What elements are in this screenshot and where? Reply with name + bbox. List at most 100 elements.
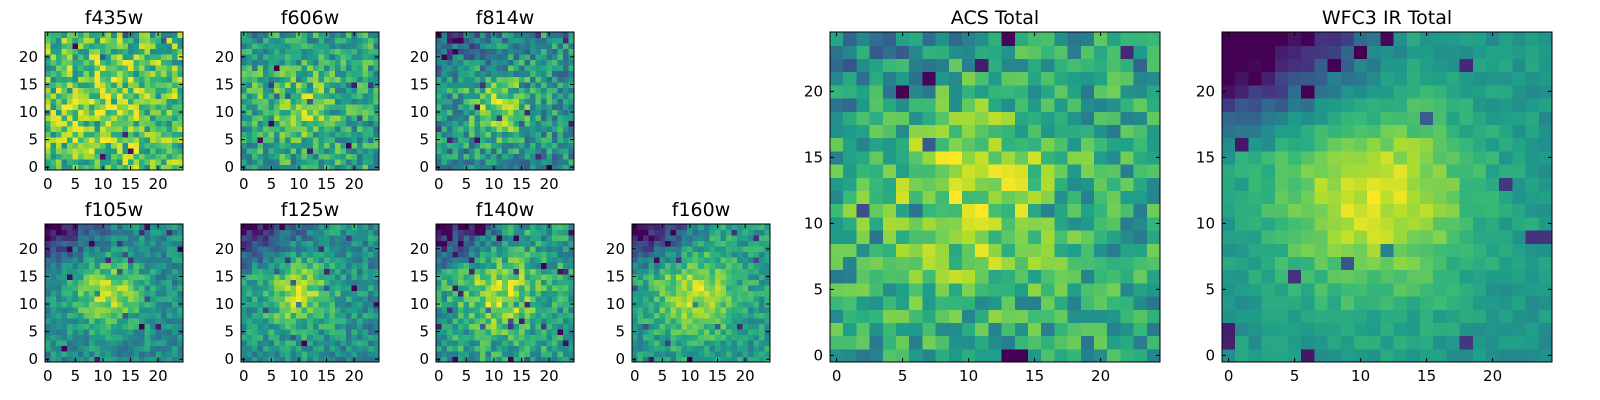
heatmap-cell xyxy=(843,216,857,231)
heatmap-cell xyxy=(307,279,314,286)
heatmap-cell xyxy=(301,87,308,94)
heatmap-cell xyxy=(731,257,738,264)
heatmap-cell xyxy=(1107,335,1121,350)
heatmap-cell xyxy=(279,70,286,77)
heatmap-cell xyxy=(502,251,509,258)
heatmap-cell xyxy=(89,328,96,335)
heatmap-cell xyxy=(133,257,140,264)
heatmap-cell xyxy=(78,334,85,341)
heatmap-cell xyxy=(513,76,520,83)
heatmap-cell xyxy=(962,309,976,323)
heatmap-cell xyxy=(285,70,292,77)
heatmap-cell xyxy=(116,158,123,166)
x-tick-label: 15 xyxy=(512,175,531,193)
heatmap-cell xyxy=(127,323,134,330)
heatmap-cell xyxy=(252,125,259,132)
heatmap-cell xyxy=(540,125,547,132)
heatmap-cell xyxy=(557,103,564,110)
heatmap-cell xyxy=(736,345,743,352)
heatmap-cell xyxy=(546,284,553,291)
heatmap-cell xyxy=(962,230,976,244)
heatmap-cell xyxy=(166,43,173,50)
heatmap-cell xyxy=(720,295,727,302)
heatmap-cell xyxy=(160,224,168,231)
heatmap-cell xyxy=(78,262,85,269)
heatmap-cell xyxy=(692,229,699,236)
heatmap-cell xyxy=(246,268,253,275)
heatmap-cell xyxy=(246,158,253,166)
x-tick-label: 15 xyxy=(121,367,140,385)
heatmap-cell xyxy=(166,37,173,44)
heatmap-cell xyxy=(546,323,553,330)
heatmap-cell xyxy=(72,339,79,347)
heatmap-cell xyxy=(1080,164,1095,178)
heatmap-cell xyxy=(665,290,672,297)
heatmap-cell xyxy=(436,142,443,149)
heatmap-cell xyxy=(144,345,151,352)
heatmap-cell xyxy=(758,262,766,269)
heatmap-cell xyxy=(301,268,308,275)
heatmap-cell xyxy=(50,109,57,116)
heatmap-cell xyxy=(568,98,575,105)
heatmap-cells xyxy=(436,32,575,171)
heatmap-cell xyxy=(452,37,459,44)
heatmap-cell xyxy=(67,32,74,39)
heatmap-cell xyxy=(447,350,454,358)
heatmap-cell xyxy=(83,103,90,110)
heatmap-cell xyxy=(307,65,314,72)
heatmap-cell xyxy=(105,301,112,308)
heatmap-cell xyxy=(469,142,476,149)
heatmap-cell xyxy=(491,136,498,143)
heatmap-cell xyxy=(463,339,470,347)
heatmap-cell xyxy=(166,131,173,138)
heatmap-cell xyxy=(643,328,650,335)
heatmap-cell xyxy=(1107,348,1121,363)
heatmap-cell xyxy=(89,312,96,319)
heatmap-cell xyxy=(436,339,443,347)
heatmap-cell xyxy=(529,240,536,247)
heatmap-cell xyxy=(67,350,74,358)
heatmap-cell xyxy=(485,334,492,341)
heatmap-cell xyxy=(116,54,123,61)
heatmap-cell xyxy=(557,114,564,121)
heatmap-cell xyxy=(133,98,140,105)
heatmap-cell xyxy=(692,224,699,231)
heatmap-cell xyxy=(241,339,248,347)
heatmap-cell xyxy=(736,284,743,291)
heatmap-cell xyxy=(373,131,380,138)
heatmap-cell xyxy=(692,356,699,363)
heatmap-cell xyxy=(1133,296,1148,310)
heatmap-cell xyxy=(659,334,666,341)
heatmap-cell xyxy=(160,65,168,72)
heatmap-cell xyxy=(155,339,162,347)
heatmap-cell xyxy=(703,345,710,352)
heatmap-cell xyxy=(356,125,364,132)
heatmap-cell xyxy=(351,262,358,269)
heatmap-cell xyxy=(529,158,536,166)
heatmap-cell xyxy=(529,142,536,149)
heatmap-cell xyxy=(856,230,871,244)
heatmap-cell xyxy=(122,235,129,242)
heatmap-cell xyxy=(312,158,319,166)
heatmap-cell xyxy=(274,70,281,77)
heatmap-cell xyxy=(753,290,760,297)
heatmap-cell xyxy=(351,125,358,132)
heatmap-cell xyxy=(703,317,710,324)
heatmap-cell xyxy=(318,142,325,149)
heatmap-cell xyxy=(94,153,101,160)
heatmap-cell xyxy=(524,131,531,138)
y-tick-label: 15 xyxy=(410,267,429,285)
heatmap-cell xyxy=(562,268,570,275)
heatmap-cell xyxy=(731,279,738,286)
heatmap-cell xyxy=(89,317,96,324)
heatmap-cell xyxy=(843,348,857,363)
heatmap-cell xyxy=(166,323,173,330)
heatmap-cell xyxy=(122,356,129,363)
heatmap-cell xyxy=(948,190,963,205)
y-tick-label: 15 xyxy=(19,267,38,285)
heatmap-cell xyxy=(736,257,743,264)
heatmap-cell xyxy=(279,136,286,143)
heatmap-cell xyxy=(89,92,96,99)
heatmap-cell xyxy=(436,284,443,291)
